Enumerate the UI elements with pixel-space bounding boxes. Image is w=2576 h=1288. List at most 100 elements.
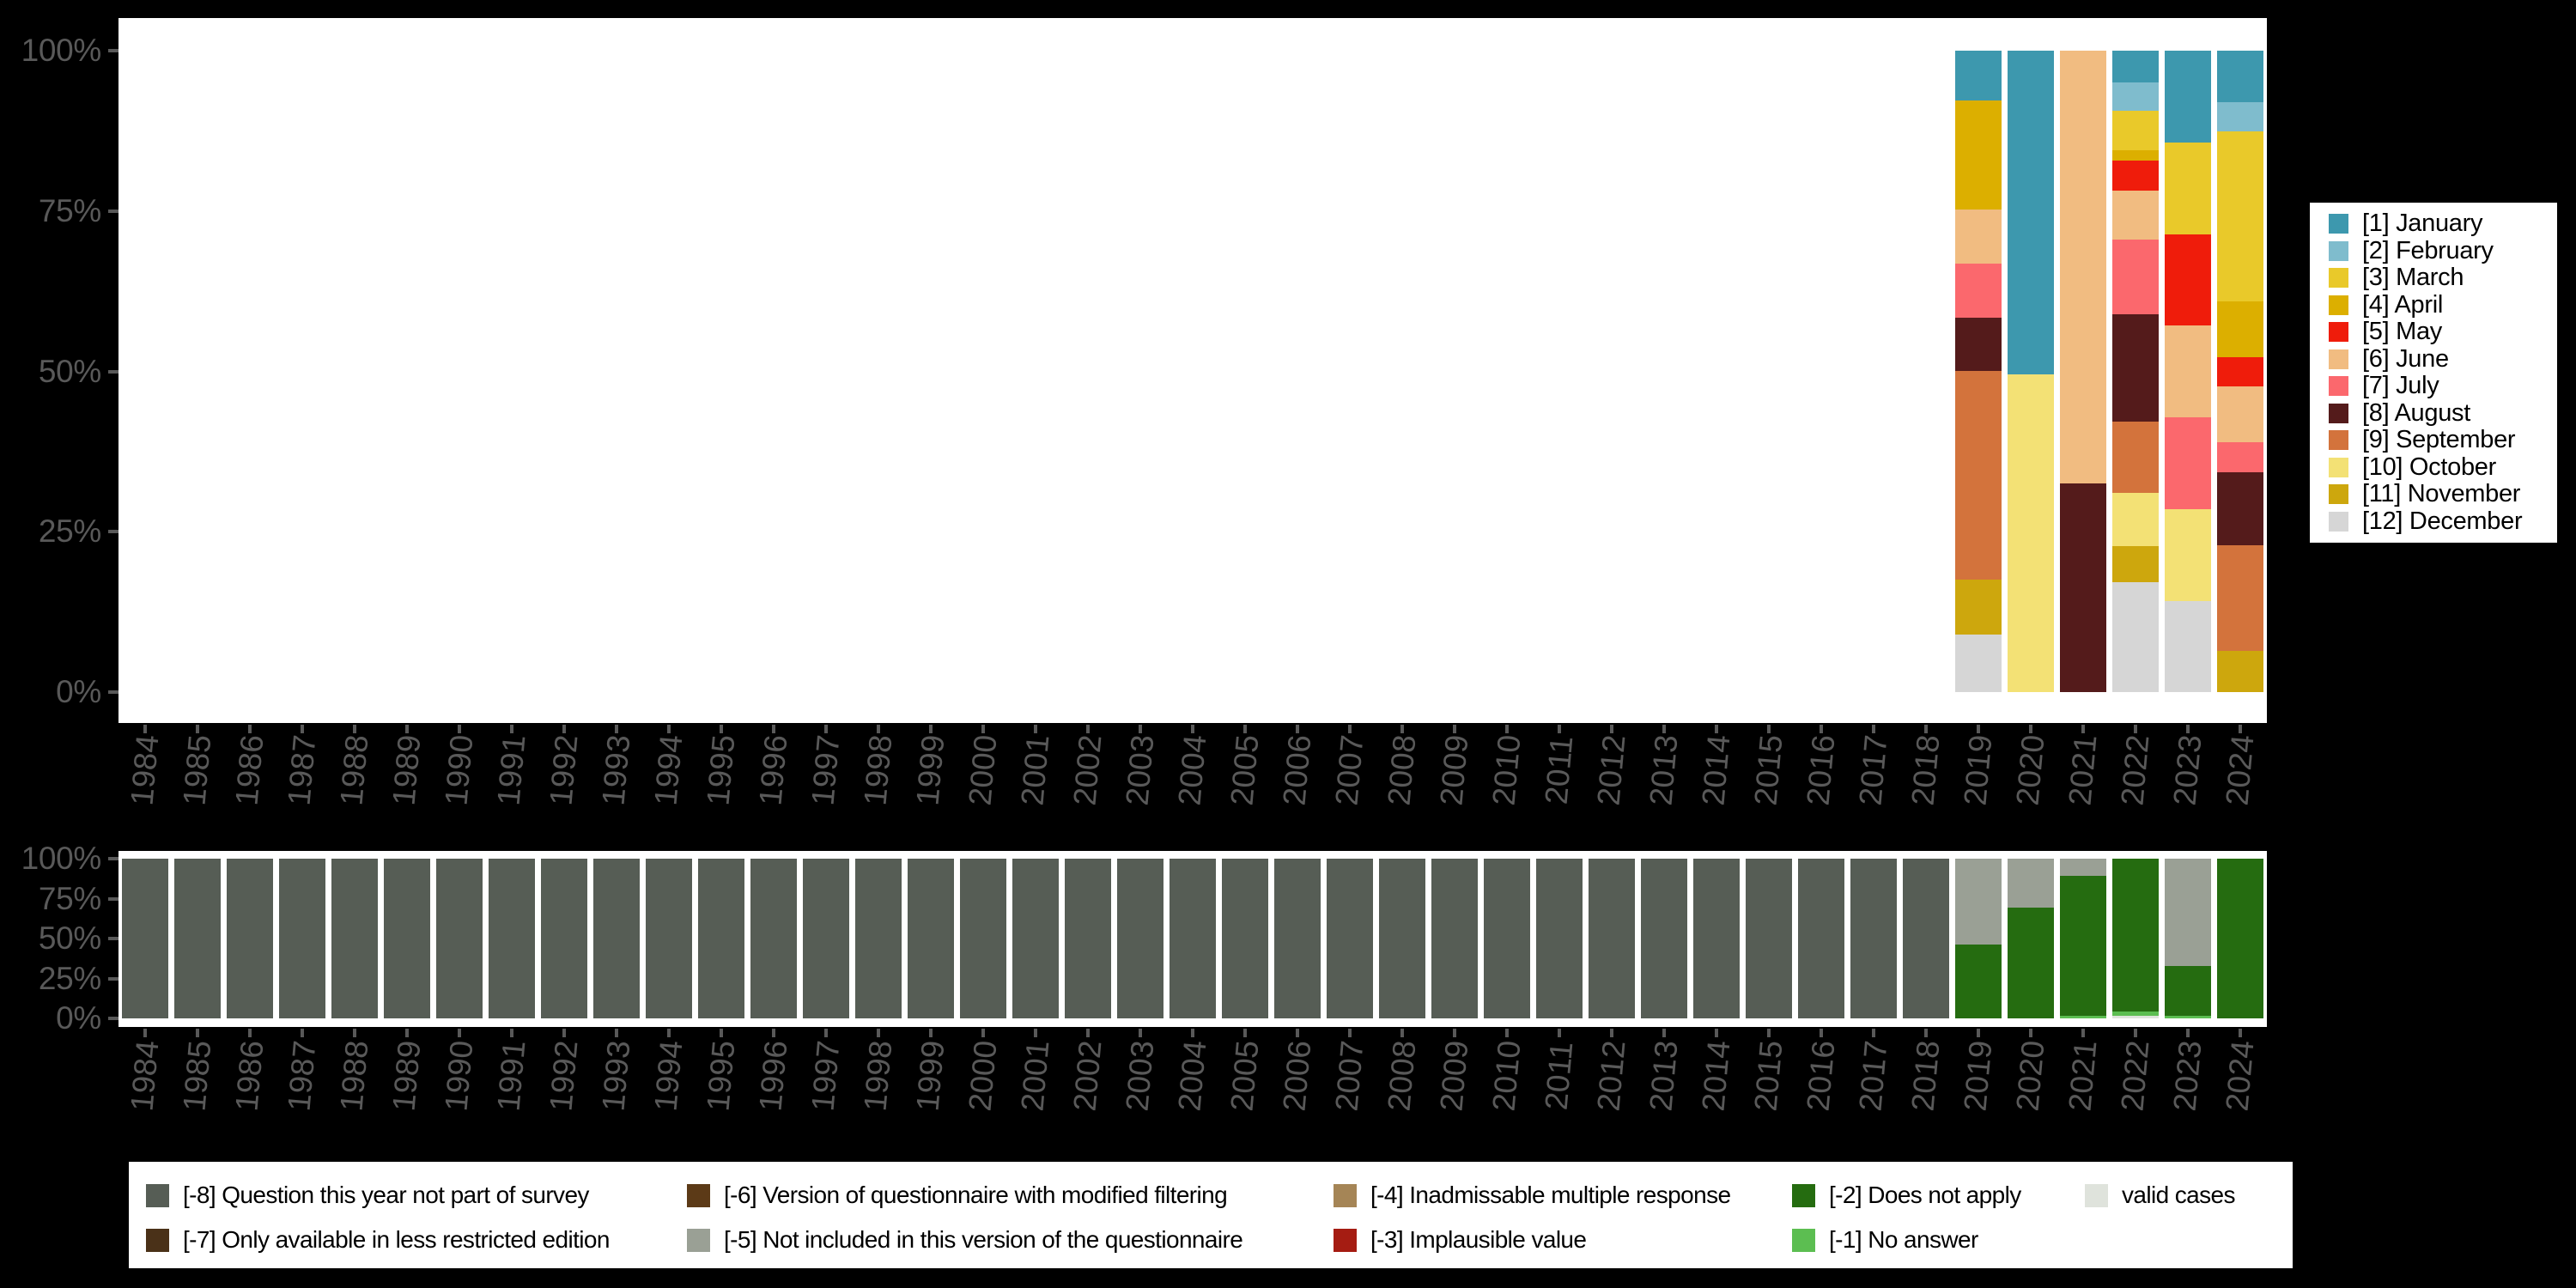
y-axis-tick-label: 25% [38,513,101,550]
x-axis-tick-mark [457,725,461,733]
bar-segment-August [1955,318,2002,372]
bar-segment-June [2217,386,2264,443]
bar-segment--8 [1379,859,1426,1018]
x-axis-tick-label: 2019 [1957,733,1999,807]
x-axis-tick-mark [1505,1029,1510,1037]
bar-segment--8 [1798,859,1845,1018]
stacked-bar-2007 [1327,859,1374,1018]
x-axis-tick-mark [1610,725,1614,733]
x-axis-tick-mark [1400,1029,1405,1037]
bar-segment-May [2165,234,2212,326]
stacked-bar-2021 [2060,51,2107,692]
bar-segment--2 [2217,859,2264,1018]
bar-segment-February [2112,82,2160,112]
stacked-bar-2013 [1641,859,1688,1018]
bottom-chart-panel [118,851,2267,1027]
x-axis-tick-label: 2008 [1381,733,1423,807]
x-axis-tick-label: 2007 [1328,733,1370,807]
x-axis-tick-mark [1767,1029,1771,1037]
bar-segment--1 [2060,1016,2107,1018]
bar-segment-September [1955,371,2002,580]
bar-segment-October [2008,374,2055,692]
bar-segment-December [1955,634,2002,692]
x-axis-tick-label: 2012 [1590,1039,1632,1113]
bar-segment--5 [2165,859,2212,966]
x-axis-tick-label: 2014 [1695,1039,1737,1113]
x-axis-tick-mark [2134,725,2138,733]
x-axis-tick-mark [823,1029,828,1037]
x-axis-tick-mark [2029,1029,2033,1037]
legend-item: [9] September [2329,426,2557,454]
bar-segment-July [2217,442,2264,472]
x-axis-tick-mark [1296,1029,1300,1037]
y-axis-tick-mark [108,976,118,981]
x-axis-tick-label: 2015 [1747,1039,1789,1113]
y-axis-tick-mark [108,690,118,694]
x-axis-tick-label: 2011 [1538,1040,1580,1112]
y-axis-tick-mark [108,530,118,534]
x-axis-tick-mark [823,725,828,733]
x-axis-tick-mark [1820,1029,1824,1037]
bar-segment-August [2060,483,2107,692]
legend-label: [12] December [2362,507,2523,535]
y-axis-tick-mark [108,937,118,940]
x-axis-tick-label: 1987 [281,1039,323,1113]
x-axis-tick-label: 1999 [909,733,951,807]
legend-item: [-7] Only available in less restricted e… [146,1226,610,1253]
x-axis-tick-label: 2001 [1014,733,1056,807]
stacked-bar-2019 [1955,51,2002,692]
x-axis-tick-label: 2009 [1433,733,1475,807]
stacked-bar-2012 [1589,859,1636,1018]
stacked-bar-1987 [278,859,325,1018]
bar-segment--8 [802,859,849,1018]
x-axis-tick-label: 2022 [2114,1039,2156,1113]
bar-segment--8 [1903,859,1950,1018]
x-axis-tick-label: 1988 [333,1039,375,1113]
legend-label: [-8] Question this year not part of surv… [183,1182,589,1208]
legend-label: [-1] No answer [1829,1226,1978,1253]
legend-label: [-7] Only available in less restricted e… [183,1226,610,1253]
x-axis-tick-mark [771,725,775,733]
x-axis-tick-label: 2000 [962,1039,1004,1113]
x-axis-tick-mark [928,725,933,733]
bar-segment--8 [278,859,325,1018]
legend-label: [4] April [2362,290,2444,319]
bar-segment--8 [226,859,273,1018]
bar-segment--8 [488,859,535,1018]
bar-segment--2 [2008,907,2055,1018]
legend-swatch [146,1228,169,1252]
legend-label: [11] November [2362,480,2521,508]
x-axis-tick-mark [1505,725,1510,733]
x-axis-tick-label: 2010 [1485,733,1528,807]
legend-item: [-1] No answer [1792,1226,1978,1253]
legend-swatch [1792,1228,1815,1252]
x-axis-tick-label: 1999 [909,1039,951,1113]
bar-segment--8 [1274,859,1321,1018]
bar-segment-January [2165,51,2212,143]
stacked-bar-2006 [1274,859,1321,1018]
stacked-bar-2020 [2008,859,2055,1018]
x-axis-tick-label: 2024 [2219,733,2261,807]
x-axis-tick-mark [1033,725,1037,733]
stacked-bar-2019 [1955,859,2002,1018]
x-axis-tick-mark [614,1029,618,1037]
legend-label: [6] June [2362,344,2449,373]
x-axis-tick-mark [562,1029,566,1037]
x-axis-tick-mark [1243,725,1248,733]
bar-segment--8 [173,859,221,1018]
x-axis-tick-label: 2020 [2009,1039,2051,1113]
x-axis-tick-label: 2021 [2062,1039,2104,1113]
x-axis-tick-mark [1400,725,1405,733]
bar-segment-March [2165,142,2212,234]
bar-segment-August [2112,313,2160,422]
legend-label: [10] October [2362,453,2496,481]
x-axis-tick-label: 1992 [543,733,585,807]
x-axis-tick-label: 1994 [647,1039,690,1113]
x-axis-tick-mark [1453,1029,1457,1037]
bar-segment-March [2217,131,2264,302]
legend-swatch [2329,240,2348,261]
x-axis-tick-label: 1989 [386,1039,428,1113]
x-axis-tick-label: 2012 [1590,733,1632,807]
x-axis-tick-mark [2186,725,2190,733]
stacked-bar-2008 [1379,859,1426,1018]
